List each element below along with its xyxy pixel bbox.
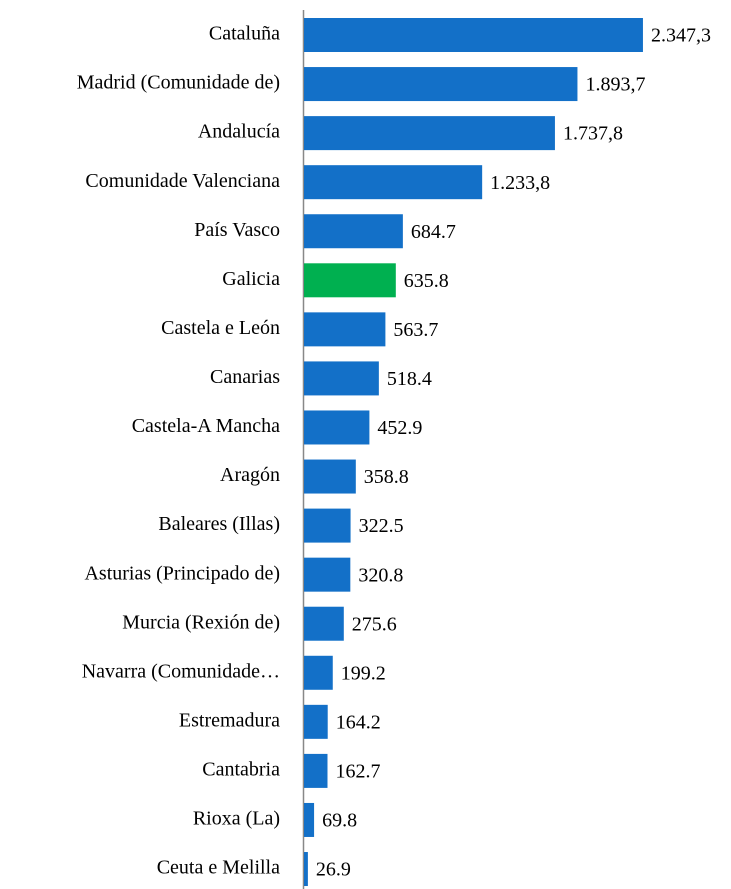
value-label: 322.5 <box>359 515 404 537</box>
category-label: Aragón <box>220 464 280 486</box>
value-label: 684.7 <box>411 221 456 243</box>
category-label: Castela e León <box>161 317 280 339</box>
category-label: País Vasco <box>194 219 280 241</box>
bar <box>304 852 308 887</box>
bar <box>304 606 344 641</box>
category-label: Ceuta e Melilla <box>157 857 280 879</box>
category-label: Castela-A Mancha <box>132 415 280 437</box>
bar <box>304 361 379 396</box>
value-label: 162.7 <box>335 760 380 782</box>
value-label: 275.6 <box>352 613 397 635</box>
value-label: 635.8 <box>404 270 449 292</box>
category-label: Cataluña <box>209 23 280 45</box>
value-label: 1.233,8 <box>490 172 550 194</box>
value-label: 26.9 <box>316 859 351 881</box>
bar <box>304 263 396 298</box>
category-label: Asturias (Principado de) <box>84 562 280 584</box>
category-label: Comunidade Valenciana <box>85 170 280 192</box>
bar <box>304 116 555 151</box>
value-label: 518.4 <box>387 368 432 390</box>
bar <box>304 508 351 543</box>
value-label: 1.893,7 <box>585 74 645 96</box>
bar <box>304 410 370 445</box>
bar <box>304 802 315 837</box>
bar <box>304 312 386 347</box>
category-label: Galicia <box>222 268 280 290</box>
bar <box>304 655 333 690</box>
bar <box>304 67 578 102</box>
value-label: 199.2 <box>341 662 386 684</box>
value-label: 1.737,8 <box>563 123 623 145</box>
category-label: Navarra (Comunidade… <box>82 660 280 682</box>
value-label: 358.8 <box>364 466 409 488</box>
value-label: 320.8 <box>358 564 403 586</box>
value-label: 2.347,3 <box>651 25 711 47</box>
category-label: Madrid (Comunidade de) <box>77 72 280 94</box>
category-label: Estremadura <box>179 709 280 731</box>
category-label: Murcia (Rexión de) <box>122 611 280 633</box>
value-label: 164.2 <box>336 711 381 733</box>
bar <box>304 214 403 249</box>
category-label: Cantabria <box>202 758 280 780</box>
category-label: Canarias <box>210 366 280 388</box>
bar <box>304 165 483 200</box>
category-label: Andalucía <box>198 121 280 143</box>
category-label: Baleares (Illas) <box>158 513 280 535</box>
bar <box>304 557 351 592</box>
value-label: 452.9 <box>377 417 422 439</box>
bar <box>304 704 328 739</box>
bar <box>304 18 643 52</box>
value-label: 563.7 <box>393 319 438 341</box>
bar <box>304 459 356 494</box>
category-label: Rioxa (La) <box>193 808 280 830</box>
bar <box>304 753 328 788</box>
value-label: 69.8 <box>322 810 357 832</box>
